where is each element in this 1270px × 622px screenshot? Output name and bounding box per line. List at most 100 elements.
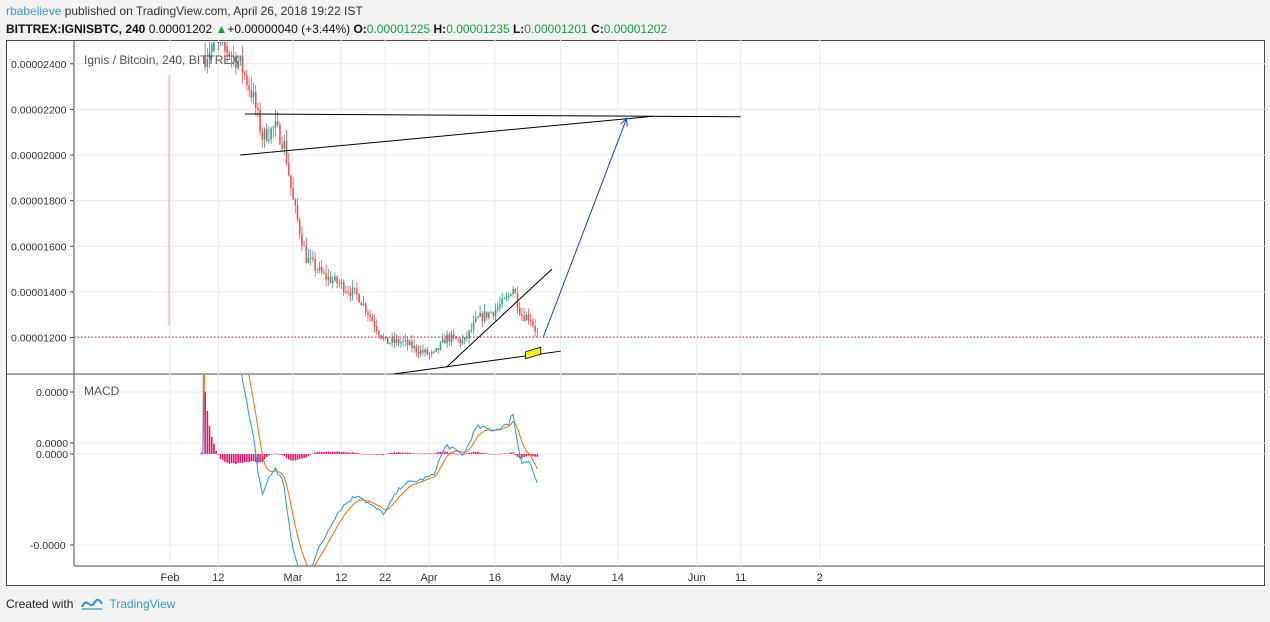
candle-body bbox=[439, 342, 442, 350]
macd-histogram-bar bbox=[347, 452, 349, 454]
macd-histogram-bar bbox=[446, 451, 448, 454]
signal-line bbox=[200, 375, 538, 566]
x-tick-label: Mar bbox=[283, 572, 302, 584]
candle-body bbox=[349, 292, 352, 296]
macd-histogram-bar bbox=[285, 454, 288, 459]
trend-line bbox=[240, 115, 653, 156]
macd-histogram-bar bbox=[309, 454, 312, 455]
candle-body bbox=[246, 75, 248, 86]
macd-histogram-bar bbox=[276, 454, 279, 455]
macd-histogram-bar bbox=[268, 454, 270, 456]
candle-body bbox=[521, 314, 523, 316]
candle-body bbox=[296, 205, 299, 220]
candle-body bbox=[285, 140, 288, 164]
candle-body bbox=[503, 298, 506, 300]
macd-histogram-bar bbox=[404, 452, 407, 454]
macd-histogram-bar bbox=[490, 454, 492, 455]
y-tick-label: 0.00002400 bbox=[11, 59, 67, 71]
macd-histogram-bar bbox=[514, 454, 517, 456]
grid bbox=[74, 40, 1265, 566]
macd-histogram-bar bbox=[303, 454, 305, 458]
macd-line bbox=[200, 375, 538, 566]
chart-title: Ignis / Bitcoin, 240, BITTREX bbox=[84, 53, 239, 67]
candle-body bbox=[532, 321, 534, 326]
candle-body bbox=[391, 337, 393, 343]
macd-histogram-bar bbox=[362, 453, 365, 455]
candle-body bbox=[415, 345, 418, 352]
macd-histogram-bar bbox=[459, 454, 462, 455]
candle-body bbox=[386, 337, 389, 344]
macd-histogram-bar bbox=[534, 454, 536, 457]
macd-histogram-bar bbox=[364, 454, 367, 455]
candle-body bbox=[323, 272, 325, 274]
macd-histogram-bar bbox=[246, 454, 248, 462]
x-tick-label: 11 bbox=[735, 572, 746, 584]
candle-body bbox=[318, 266, 321, 271]
macd-histogram-bar bbox=[235, 454, 237, 464]
macd-histogram-bar bbox=[510, 452, 512, 454]
price-chart[interactable]: Feb 12 Mar 12 22 Apr 16 May 14 Jun 11 2 0.00002400 0.… bbox=[6, 40, 1265, 586]
symbol-info: BITTREX:IGNISBTC, 240 0.00001202 ▲+0.000… bbox=[6, 22, 667, 36]
y-tick-label: 0.00001400 bbox=[11, 287, 67, 299]
candle-body bbox=[268, 139, 270, 141]
candle-body bbox=[499, 304, 501, 308]
candle-body bbox=[327, 276, 330, 280]
macd-histogram-bar bbox=[283, 454, 286, 457]
candle-body bbox=[290, 175, 292, 188]
macd-histogram-bar bbox=[426, 453, 429, 454]
macd-histogram-bar bbox=[228, 454, 231, 464]
macd-histogram-bar bbox=[406, 452, 409, 454]
candle-body bbox=[329, 276, 332, 284]
macd-histogram-bar bbox=[287, 454, 290, 460]
macd-histogram-bar bbox=[501, 453, 503, 455]
macd-histogram-bar bbox=[204, 391, 206, 454]
macd-histogram-bar bbox=[248, 454, 250, 463]
change-up-icon: ▲ bbox=[215, 22, 228, 36]
macd-histogram-bar bbox=[529, 454, 532, 456]
candle-body bbox=[243, 72, 246, 76]
candle-body bbox=[505, 297, 508, 299]
candle-body bbox=[369, 315, 371, 317]
x-tick-label: May bbox=[550, 572, 571, 584]
macd-histogram-bar bbox=[369, 454, 371, 455]
candle-body bbox=[294, 199, 297, 206]
candle-body bbox=[470, 329, 473, 331]
macd-histogram-bar bbox=[532, 454, 534, 457]
candle-body bbox=[527, 314, 530, 321]
macd-histogram-bar bbox=[389, 452, 391, 454]
macd-histogram-bar bbox=[331, 451, 334, 454]
candle-body bbox=[224, 42, 226, 52]
candle-body bbox=[237, 61, 239, 69]
macd-tick-label: 0.0000 bbox=[36, 449, 68, 461]
candle-body bbox=[371, 316, 374, 321]
candle-body bbox=[239, 55, 242, 62]
macd-tick-label: 0.0000 bbox=[36, 438, 68, 450]
macd-histogram-bar bbox=[525, 454, 528, 457]
macd-histogram-bar bbox=[272, 454, 275, 455]
author-link[interactable]: rbabelieve bbox=[6, 4, 62, 18]
x-tick-label: Feb bbox=[161, 572, 180, 584]
macd-histogram-bar bbox=[452, 453, 455, 454]
macd-histogram-bar bbox=[455, 453, 457, 455]
candle-body bbox=[501, 298, 503, 305]
candle-body bbox=[485, 311, 488, 318]
candle-body bbox=[450, 334, 453, 342]
macd-histogram-bar bbox=[349, 452, 352, 454]
footer: Created with TradingView bbox=[6, 597, 175, 611]
macd-histogram-bar bbox=[261, 454, 264, 462]
macd-histogram-bar bbox=[505, 453, 508, 454]
y-tick-label: 0.00002200 bbox=[11, 104, 67, 116]
candle-body bbox=[518, 307, 521, 315]
macd-histogram-bar bbox=[430, 453, 433, 454]
macd-histogram-bar bbox=[395, 452, 398, 454]
macd-histogram-bar bbox=[402, 452, 404, 454]
candle-body bbox=[384, 337, 387, 339]
tradingview-link[interactable]: TradingView bbox=[109, 597, 176, 611]
macd-histogram-bar bbox=[483, 453, 486, 454]
candle-body bbox=[483, 311, 486, 322]
macd-histogram-bar bbox=[316, 452, 319, 454]
candle-body bbox=[397, 339, 400, 344]
macd-histogram-bar bbox=[338, 451, 341, 454]
macd-histogram-bar bbox=[290, 454, 292, 461]
candle-body bbox=[481, 313, 484, 322]
